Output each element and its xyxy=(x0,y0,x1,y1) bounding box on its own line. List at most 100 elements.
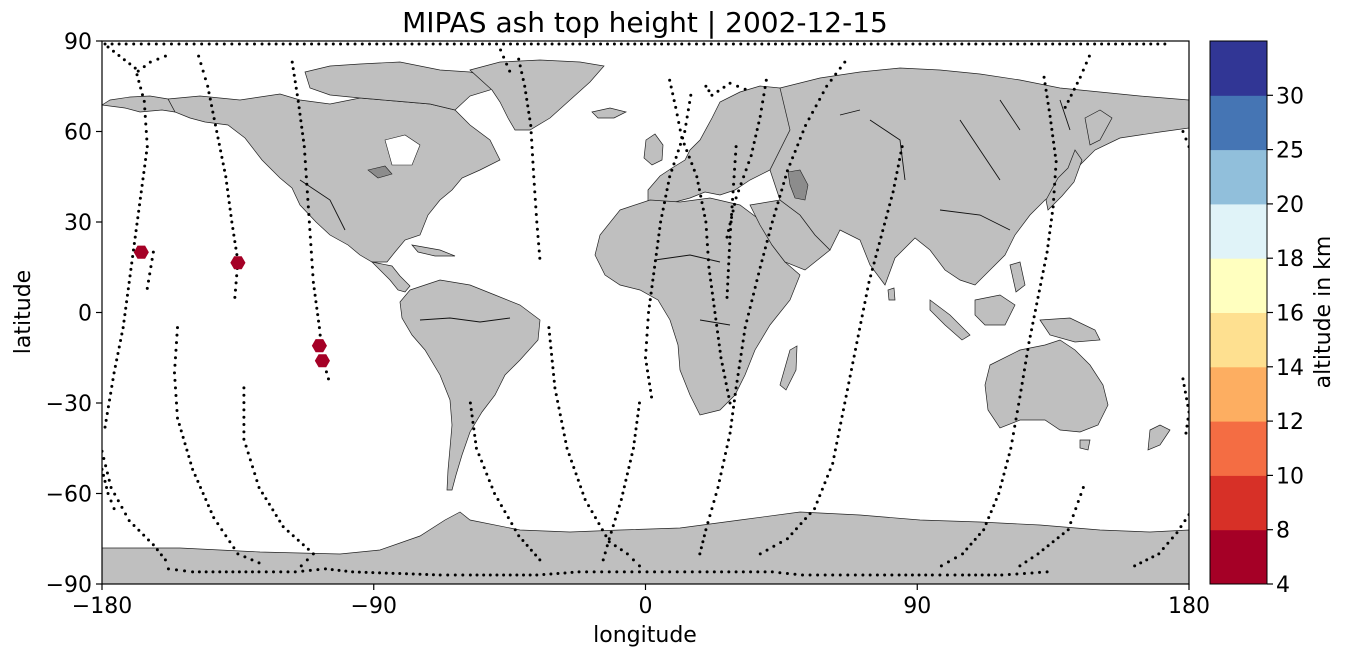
track-point xyxy=(485,472,489,476)
track-point xyxy=(672,162,676,166)
track-point xyxy=(706,521,710,525)
track-point xyxy=(1078,75,1082,79)
track-point xyxy=(741,339,745,343)
track-point xyxy=(892,183,896,187)
track-point xyxy=(1133,564,1137,568)
ash-detection-marker xyxy=(314,354,330,368)
track-point xyxy=(371,571,375,575)
track-point xyxy=(685,115,689,119)
track-point xyxy=(1183,390,1187,394)
track-point xyxy=(179,429,183,433)
track-point xyxy=(731,42,735,46)
track-point xyxy=(788,162,792,166)
track-point xyxy=(242,415,246,419)
track-point xyxy=(732,182,736,186)
track-point xyxy=(524,91,528,95)
track-point xyxy=(852,354,856,358)
track-point xyxy=(855,42,859,46)
track-point xyxy=(773,42,777,46)
track-point xyxy=(452,42,456,46)
track-point xyxy=(1063,105,1067,109)
track-point xyxy=(230,220,234,224)
river-lines xyxy=(299,99,1071,326)
track-point xyxy=(1054,167,1058,171)
track-point xyxy=(844,394,848,398)
track-point xyxy=(344,569,348,573)
track-point xyxy=(769,226,773,230)
orbit-track xyxy=(758,145,904,556)
track-point xyxy=(794,527,798,531)
track-point xyxy=(109,485,113,489)
track-point xyxy=(1015,572,1019,576)
track-point xyxy=(391,571,395,575)
track-point xyxy=(869,274,873,278)
track-point xyxy=(135,222,139,226)
track-point xyxy=(644,356,647,360)
track-point xyxy=(854,347,858,351)
track-point xyxy=(619,42,623,46)
track-point xyxy=(139,86,143,90)
track-point xyxy=(242,430,246,434)
track-point xyxy=(556,399,560,403)
track-point xyxy=(255,479,259,483)
track-point xyxy=(692,168,696,172)
track-point xyxy=(314,300,318,304)
orbit-track xyxy=(103,45,149,429)
track-point xyxy=(749,154,753,158)
track-point xyxy=(213,123,217,127)
track-point xyxy=(1079,493,1083,497)
track-point xyxy=(982,528,986,532)
track-point xyxy=(528,573,532,577)
track-point xyxy=(747,161,751,165)
track-point xyxy=(866,287,870,291)
track-point xyxy=(577,570,581,574)
track-point xyxy=(453,573,457,577)
track-point xyxy=(730,212,734,216)
track-point xyxy=(717,479,721,483)
track-point xyxy=(105,412,109,416)
track-point xyxy=(331,42,335,46)
track-point xyxy=(705,243,709,247)
track-point xyxy=(735,379,739,383)
track-point xyxy=(750,299,754,303)
track-point xyxy=(697,188,701,192)
track-point xyxy=(185,448,189,452)
track-point xyxy=(731,209,735,213)
track-point xyxy=(537,242,541,246)
colorbar-segment xyxy=(1210,421,1267,476)
track-point xyxy=(872,261,876,265)
track-point xyxy=(694,42,698,46)
track-point xyxy=(838,66,842,70)
track-point xyxy=(763,246,767,250)
track-point xyxy=(868,573,872,577)
track-point xyxy=(1114,42,1118,46)
track-point xyxy=(418,572,422,576)
track-point xyxy=(674,105,678,109)
track-point xyxy=(1042,263,1046,267)
track-point xyxy=(779,541,783,545)
track-point xyxy=(382,42,386,46)
track-point xyxy=(804,123,808,127)
track-point xyxy=(683,570,687,574)
track-point xyxy=(622,570,626,574)
track-point xyxy=(1031,321,1035,325)
track-point xyxy=(945,573,949,577)
track-point xyxy=(988,42,992,46)
colorbar-tick-label: 25 xyxy=(1276,139,1304,164)
track-point xyxy=(1007,572,1011,576)
track-point xyxy=(743,326,747,330)
track-point xyxy=(201,69,205,73)
track-point xyxy=(863,300,867,304)
track-point xyxy=(728,222,732,226)
track-point xyxy=(808,42,812,46)
track-point xyxy=(651,278,655,282)
track-point xyxy=(1053,182,1057,186)
track-point xyxy=(994,498,998,502)
track-point xyxy=(308,568,312,572)
track-point xyxy=(538,558,542,562)
track-point xyxy=(126,287,130,291)
track-point xyxy=(699,546,703,550)
track-point xyxy=(215,130,219,133)
track-point xyxy=(570,570,574,574)
track-point xyxy=(897,42,901,46)
